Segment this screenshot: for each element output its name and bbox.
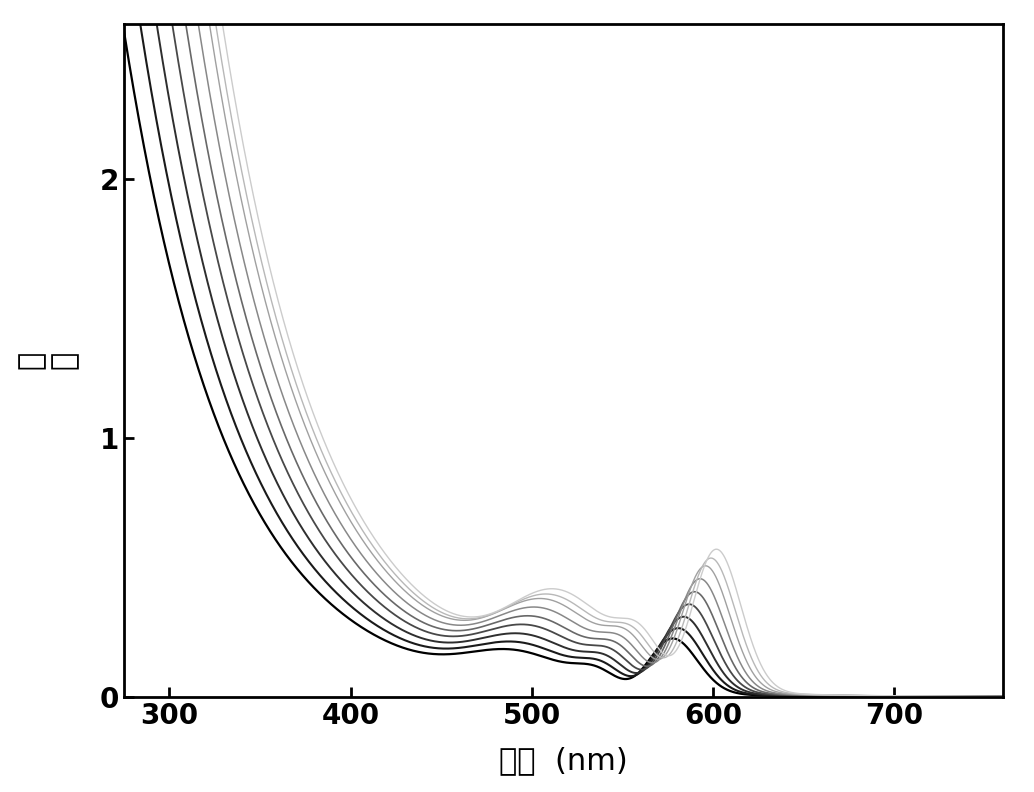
Y-axis label: 吸
收: 吸 收: [17, 351, 79, 370]
X-axis label: 波长  (nm): 波长 (nm): [499, 747, 628, 775]
